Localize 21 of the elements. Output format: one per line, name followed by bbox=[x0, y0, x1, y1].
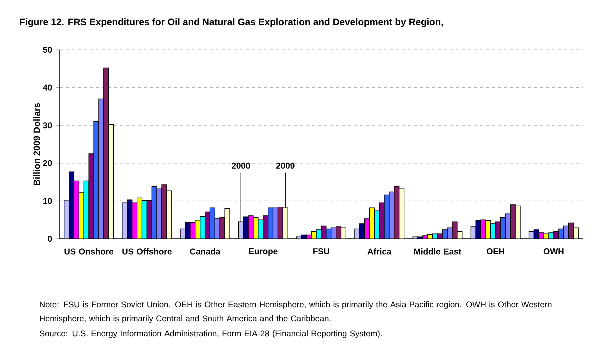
y-tick-label: 10 bbox=[44, 198, 52, 204]
x-tick-label: FSU bbox=[314, 248, 330, 255]
y-axis-title: Billion 2009 Dollars bbox=[34, 103, 40, 186]
x-tick-label: Africa bbox=[368, 248, 392, 255]
text: 2009 bbox=[276, 162, 295, 169]
chart-title: Figure 12. FRS Expenditures for Oil and Natural Gas Exploration and Development by Region, bbox=[20, 18, 444, 28]
y-tick-label: 40 bbox=[43, 84, 52, 91]
x-tick-label: Europe bbox=[249, 248, 278, 256]
text: 2000 bbox=[232, 162, 250, 169]
x-tick-label: OEH bbox=[486, 248, 504, 255]
x-tick-label: OWH bbox=[544, 248, 564, 255]
y-tick-label: 0 bbox=[48, 236, 52, 242]
source-note: Source: U.S. Energy Information Administration, Form EIA-28 (Financial Reporting System). bbox=[40, 330, 382, 338]
x-tick-label: Middle East bbox=[414, 248, 462, 255]
y-tick-label: 50 bbox=[43, 47, 52, 54]
x-tick-label: US Offshore bbox=[122, 248, 172, 255]
y-tick-label: 30 bbox=[43, 122, 52, 129]
text: Note: FSU is Former Soviet Union. OEH is Other Eastern Hemisphere, which is primarily the Asia Pacific region. OWH is Other Western Hemisphere, which is primarily Central and South America and the Caribbean. bbox=[40, 302, 552, 324]
x-tick-label: US Onshore bbox=[64, 248, 114, 255]
y-tick-label: 20 bbox=[43, 160, 52, 166]
x-tick-label: Canada bbox=[190, 248, 221, 255]
